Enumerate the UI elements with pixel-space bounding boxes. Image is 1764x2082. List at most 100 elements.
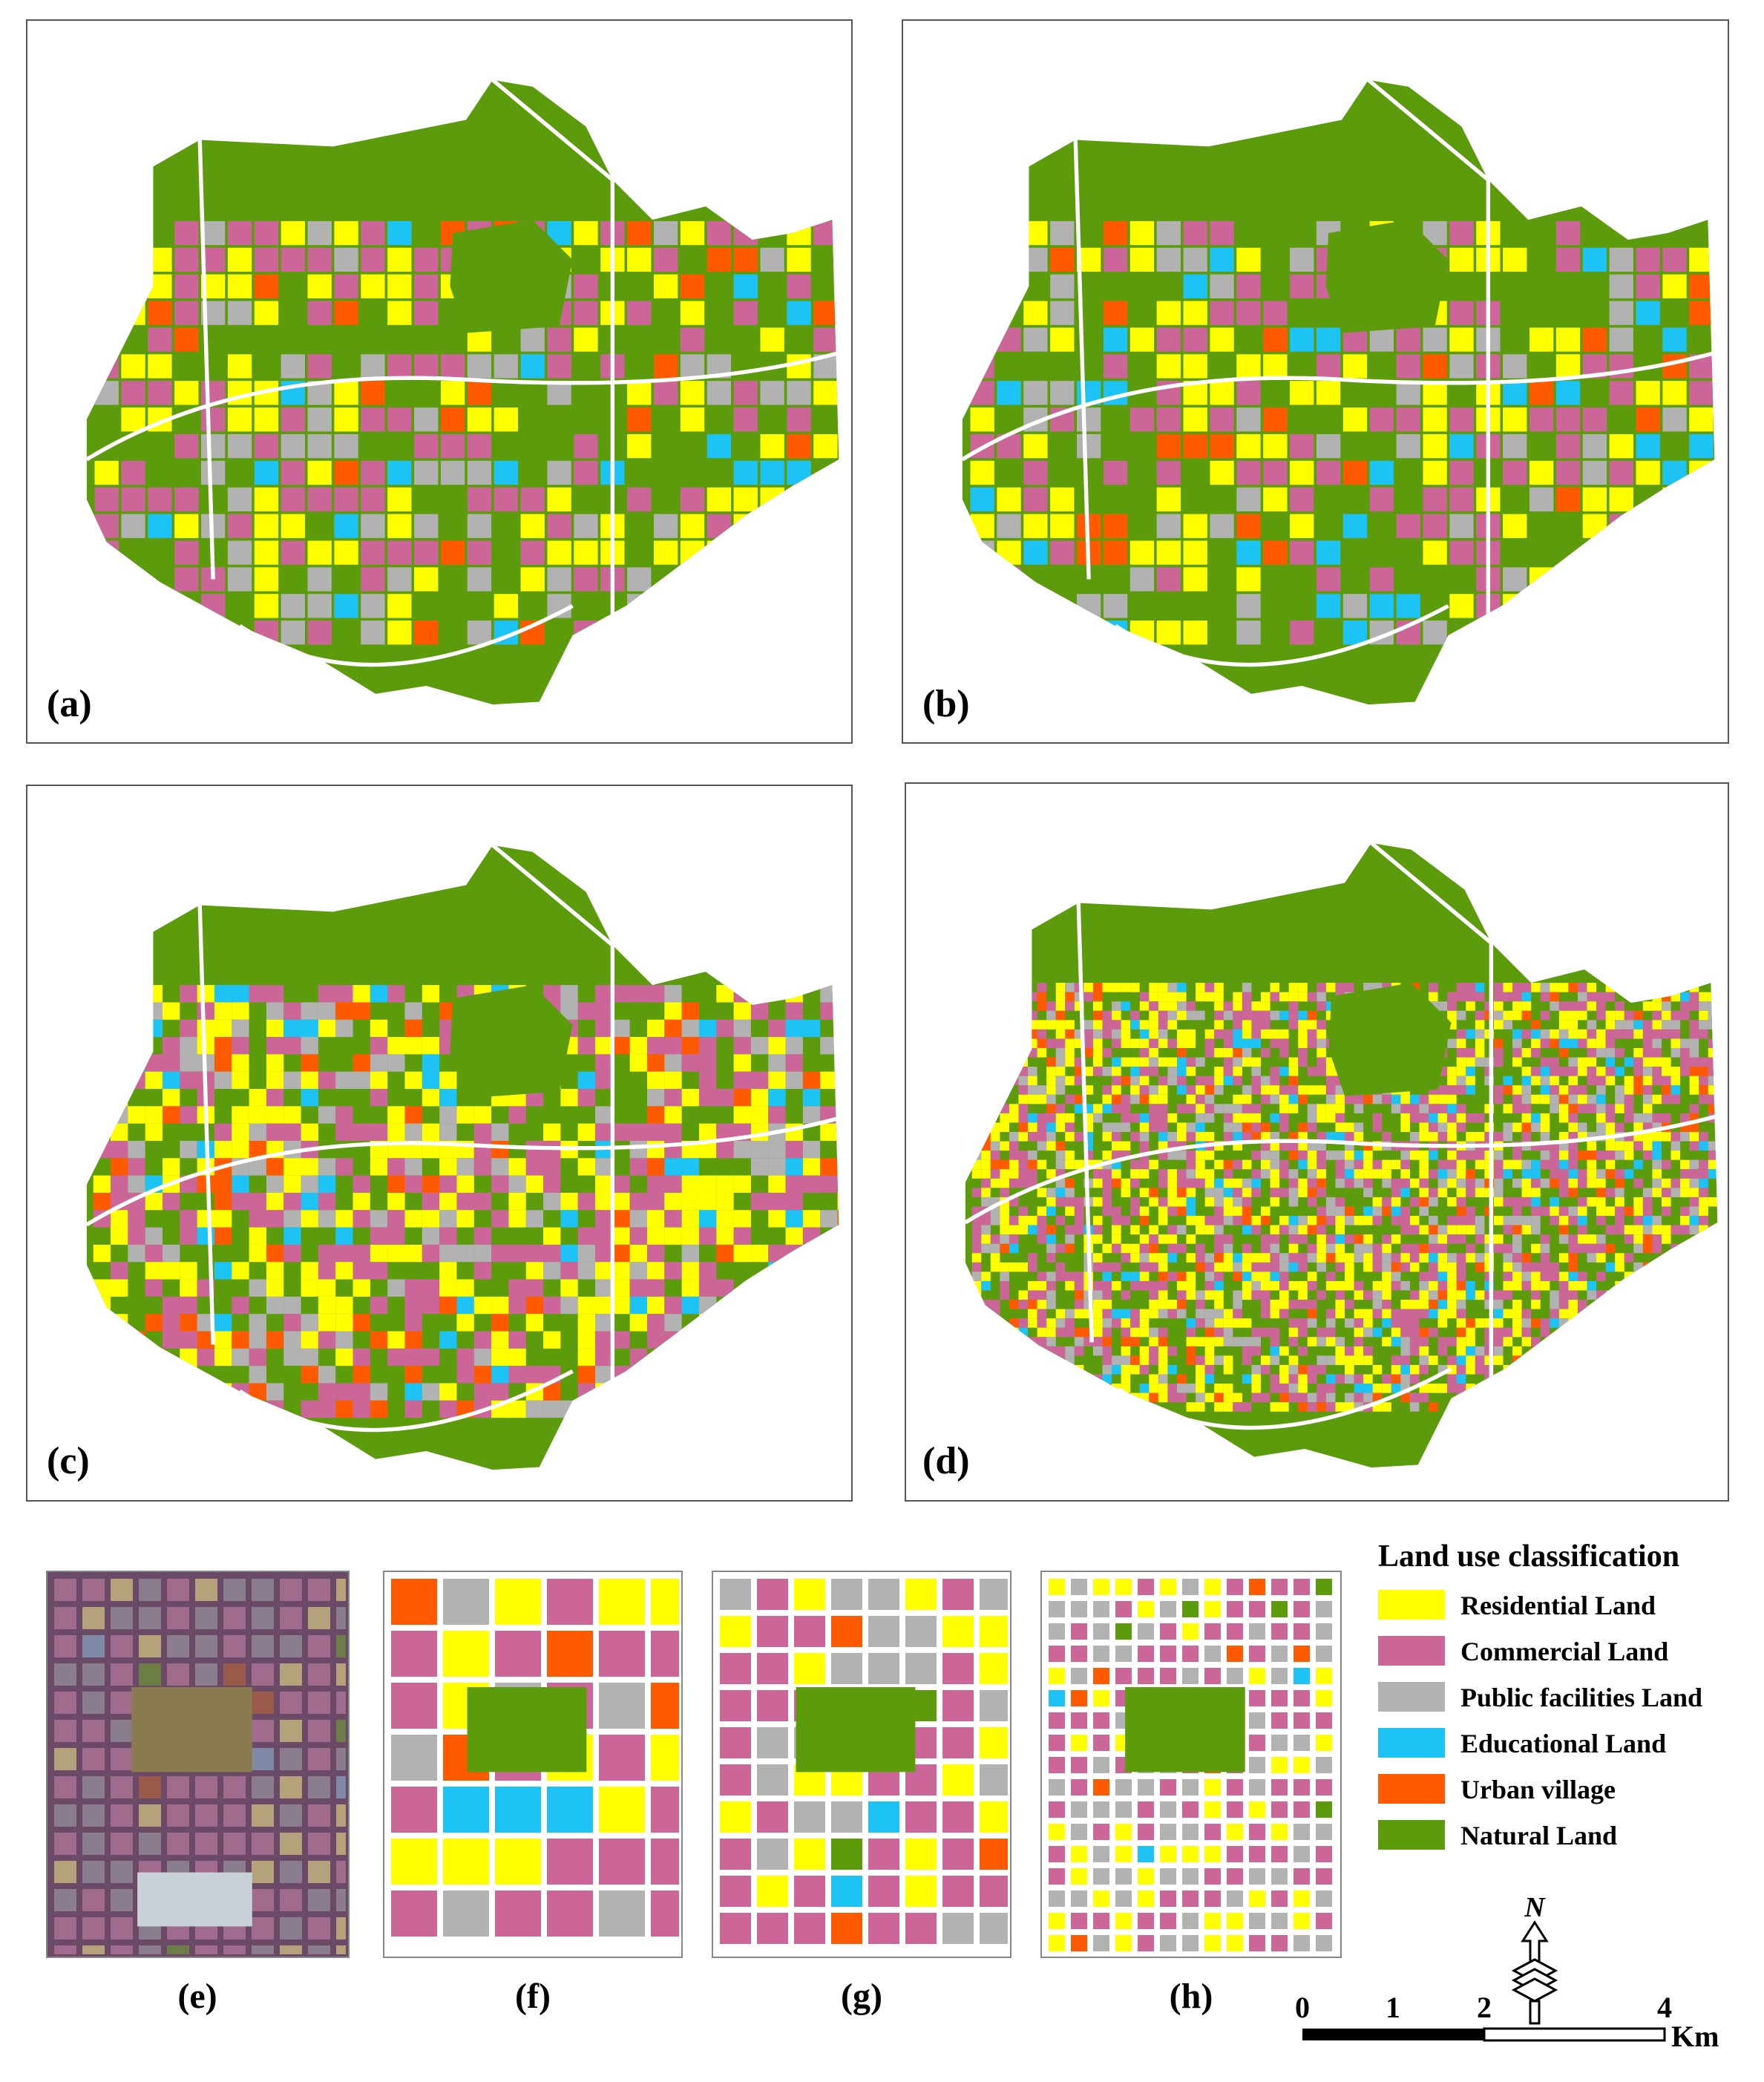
block bbox=[1204, 1824, 1221, 1840]
land-parcel bbox=[1391, 1318, 1401, 1328]
block bbox=[391, 1579, 437, 1625]
land-parcel bbox=[802, 1227, 821, 1245]
land-parcel bbox=[1242, 1337, 1252, 1346]
block bbox=[1271, 1579, 1288, 1595]
block bbox=[1115, 1868, 1132, 1885]
land-parcel bbox=[370, 1106, 388, 1124]
land-parcel bbox=[197, 1400, 214, 1418]
block bbox=[868, 1801, 899, 1833]
land-parcel bbox=[1298, 1113, 1308, 1123]
land-parcel bbox=[456, 1296, 474, 1315]
land-parcel bbox=[1046, 1402, 1056, 1412]
land-parcel bbox=[1102, 1020, 1112, 1029]
land-parcel bbox=[1605, 1355, 1616, 1365]
land-parcel bbox=[1633, 1122, 1643, 1133]
land-parcel bbox=[1149, 1253, 1158, 1263]
land-parcel bbox=[1531, 1271, 1541, 1281]
land-parcel bbox=[1092, 1402, 1103, 1412]
land-parcel bbox=[1236, 354, 1261, 379]
land-parcel bbox=[1307, 1169, 1317, 1179]
land-parcel bbox=[111, 1331, 128, 1349]
land-parcel bbox=[232, 1019, 249, 1038]
land-parcel bbox=[1204, 1216, 1215, 1225]
block bbox=[1093, 1779, 1109, 1795]
land-parcel bbox=[629, 1210, 648, 1228]
land-parcel bbox=[1074, 1206, 1084, 1217]
land-parcel bbox=[1596, 1384, 1606, 1393]
land-parcel bbox=[1531, 1337, 1541, 1346]
land-parcel bbox=[1183, 621, 1207, 645]
land-parcel bbox=[266, 1279, 284, 1297]
land-parcel bbox=[440, 540, 465, 565]
block bbox=[139, 1579, 161, 1601]
land-parcel bbox=[422, 1348, 440, 1366]
land-parcel bbox=[1074, 1085, 1084, 1095]
land-parcel bbox=[1670, 1364, 1681, 1375]
land-parcel bbox=[1046, 1206, 1056, 1217]
land-parcel bbox=[180, 1071, 197, 1090]
land-parcel bbox=[370, 1037, 388, 1055]
block bbox=[1071, 1668, 1087, 1684]
land-parcel bbox=[1550, 1150, 1559, 1160]
land-parcel bbox=[335, 1348, 353, 1366]
land-parcel bbox=[283, 1366, 301, 1384]
land-parcel bbox=[1372, 1122, 1383, 1133]
land-parcel bbox=[404, 1400, 422, 1418]
land-parcel bbox=[1130, 1038, 1140, 1049]
land-parcel bbox=[1409, 1253, 1420, 1263]
land-parcel bbox=[1652, 1243, 1662, 1254]
land-parcel bbox=[560, 1210, 578, 1228]
land-parcel bbox=[1466, 1132, 1475, 1142]
land-parcel bbox=[1204, 1392, 1215, 1403]
land-parcel bbox=[1652, 1113, 1662, 1123]
land-parcel bbox=[574, 354, 598, 379]
land-parcel bbox=[1680, 1001, 1690, 1011]
land-parcel bbox=[1466, 1029, 1475, 1039]
land-parcel bbox=[1176, 1197, 1187, 1207]
land-parcel bbox=[1708, 1104, 1718, 1113]
land-parcel bbox=[1354, 1178, 1364, 1188]
land-parcel bbox=[1568, 1309, 1578, 1319]
block bbox=[831, 1839, 862, 1870]
land-parcel bbox=[627, 381, 652, 405]
land-parcel bbox=[990, 1122, 1000, 1133]
land-parcel bbox=[1447, 992, 1457, 1002]
land-parcel bbox=[1018, 1337, 1029, 1346]
land-parcel bbox=[1568, 1243, 1578, 1254]
land-parcel bbox=[1708, 1327, 1718, 1338]
land-parcel bbox=[353, 1400, 370, 1418]
land-parcel bbox=[1186, 1122, 1196, 1133]
land-parcel bbox=[174, 433, 199, 459]
land-parcel bbox=[1176, 1374, 1187, 1384]
land-parcel bbox=[1298, 1010, 1308, 1021]
land-parcel bbox=[1102, 1122, 1112, 1133]
land-parcel bbox=[1550, 1038, 1559, 1049]
land-parcel bbox=[1493, 1029, 1504, 1039]
land-parcel bbox=[1156, 220, 1181, 246]
land-parcel bbox=[1568, 1290, 1578, 1300]
land-parcel bbox=[1149, 1300, 1158, 1309]
land-parcel bbox=[1279, 1243, 1289, 1254]
land-parcel bbox=[387, 514, 412, 538]
land-parcel bbox=[174, 220, 199, 246]
land-parcel bbox=[1102, 1048, 1112, 1058]
land-parcel bbox=[422, 1210, 440, 1228]
land-parcel bbox=[128, 1366, 145, 1384]
land-parcel bbox=[577, 1383, 596, 1401]
land-parcel bbox=[1037, 1234, 1047, 1244]
land-parcel bbox=[525, 1210, 544, 1228]
land-parcel bbox=[560, 1279, 578, 1297]
block bbox=[223, 1579, 246, 1601]
land-parcel bbox=[456, 1348, 474, 1366]
land-parcel bbox=[1391, 1364, 1401, 1375]
land-parcel bbox=[1493, 1318, 1504, 1328]
land-parcel bbox=[1540, 1122, 1550, 1133]
land-parcel bbox=[93, 1244, 111, 1263]
land-parcel bbox=[647, 1400, 665, 1418]
land-parcel bbox=[1074, 1300, 1084, 1309]
land-parcel bbox=[1290, 594, 1314, 618]
land-parcel bbox=[1558, 1113, 1569, 1123]
land-parcel bbox=[981, 1188, 991, 1197]
land-parcel bbox=[283, 1037, 301, 1055]
land-parcel bbox=[1317, 1178, 1326, 1188]
